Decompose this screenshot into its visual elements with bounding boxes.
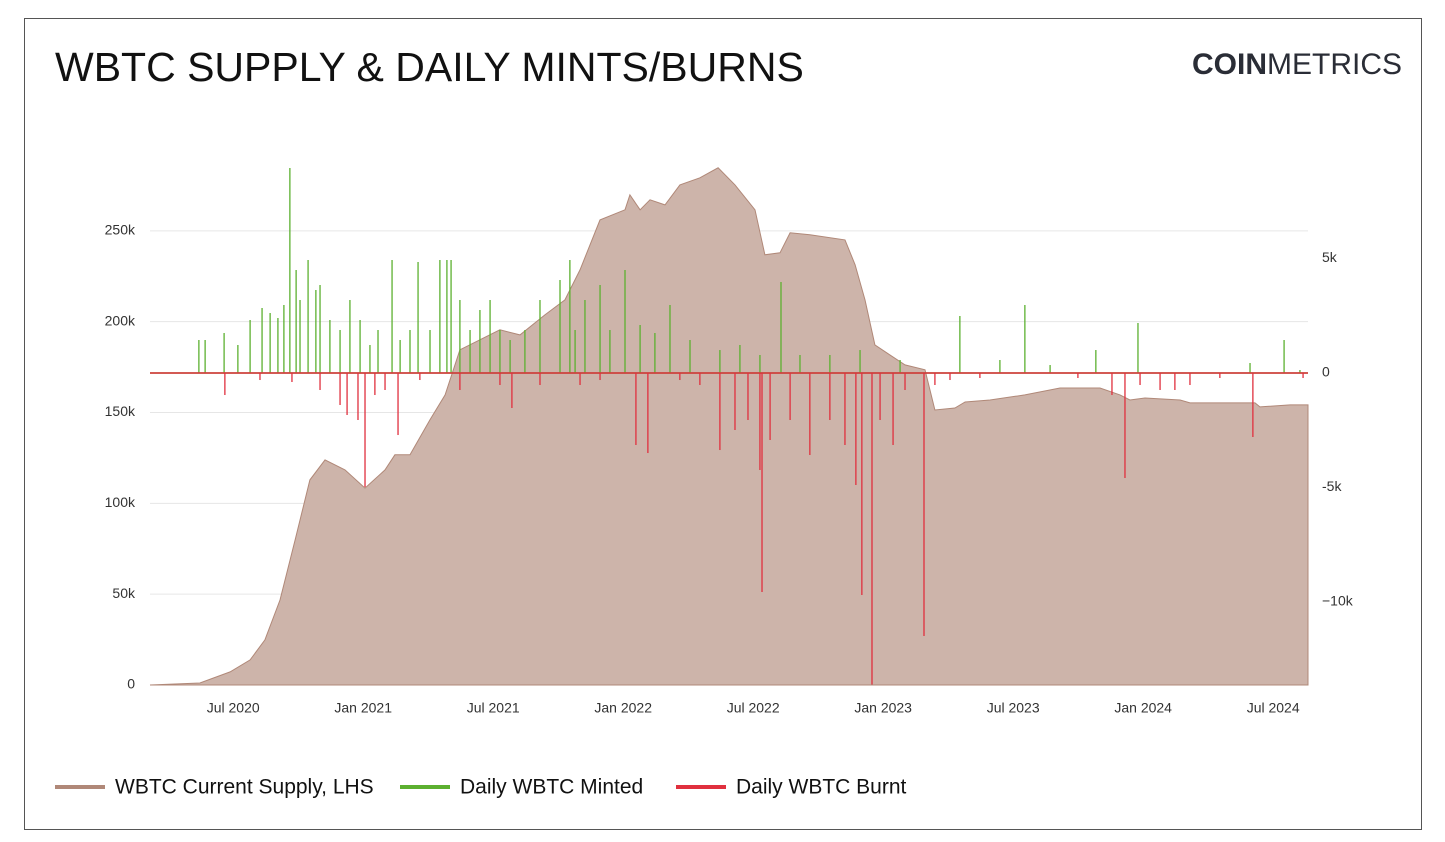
y-tick-label: 200k [105, 312, 136, 328]
x-tick-label: Jul 2023 [987, 700, 1040, 716]
y-tick-label: 250k [105, 222, 136, 238]
plot-area: 0 50k 100k 150k 200k 250k −10k -5k 0 5k Jul 2020 Ja… [105, 167, 1354, 716]
legend-label: WBTC Current Supply, LHS [115, 776, 374, 799]
x-tick-label: Jan 2022 [594, 700, 652, 716]
x-tick-label: Jul 2024 [1247, 700, 1300, 716]
logo-light: METRICS [1267, 48, 1402, 81]
y2-tick-label: 5k [1322, 249, 1338, 265]
legend: WBTC Current Supply, LHS Daily WBTC Minte… [55, 776, 907, 799]
logo-bold: COIN [1192, 48, 1267, 81]
y-tick-label: 50k [112, 585, 136, 601]
x-tick-label: Jul 2020 [207, 700, 260, 716]
chart-title: WBTC SUPPLY & DAILY MINTS/BURNS [55, 44, 804, 90]
x-tick-label: Jan 2024 [1114, 700, 1172, 716]
x-tick-label: Jan 2021 [334, 700, 392, 716]
legend-label: Daily WBTC Minted [460, 776, 643, 799]
y-tick-label: 0 [127, 676, 135, 692]
supply-area [149, 167, 1309, 686]
legend-label: Daily WBTC Burnt [736, 776, 907, 799]
x-tick-label: Jul 2021 [467, 700, 520, 716]
logo: COINMETRICS [1192, 48, 1402, 81]
y-tick-label: 100k [105, 494, 136, 510]
x-tick-label: Jul 2022 [727, 700, 780, 716]
y2-tick-label: −10k [1322, 593, 1354, 609]
x-tick-label: Jan 2023 [854, 700, 912, 716]
y2-tick-label: 0 [1322, 364, 1330, 380]
y2-tick-label: -5k [1322, 478, 1342, 494]
y-tick-label: 150k [105, 403, 136, 419]
